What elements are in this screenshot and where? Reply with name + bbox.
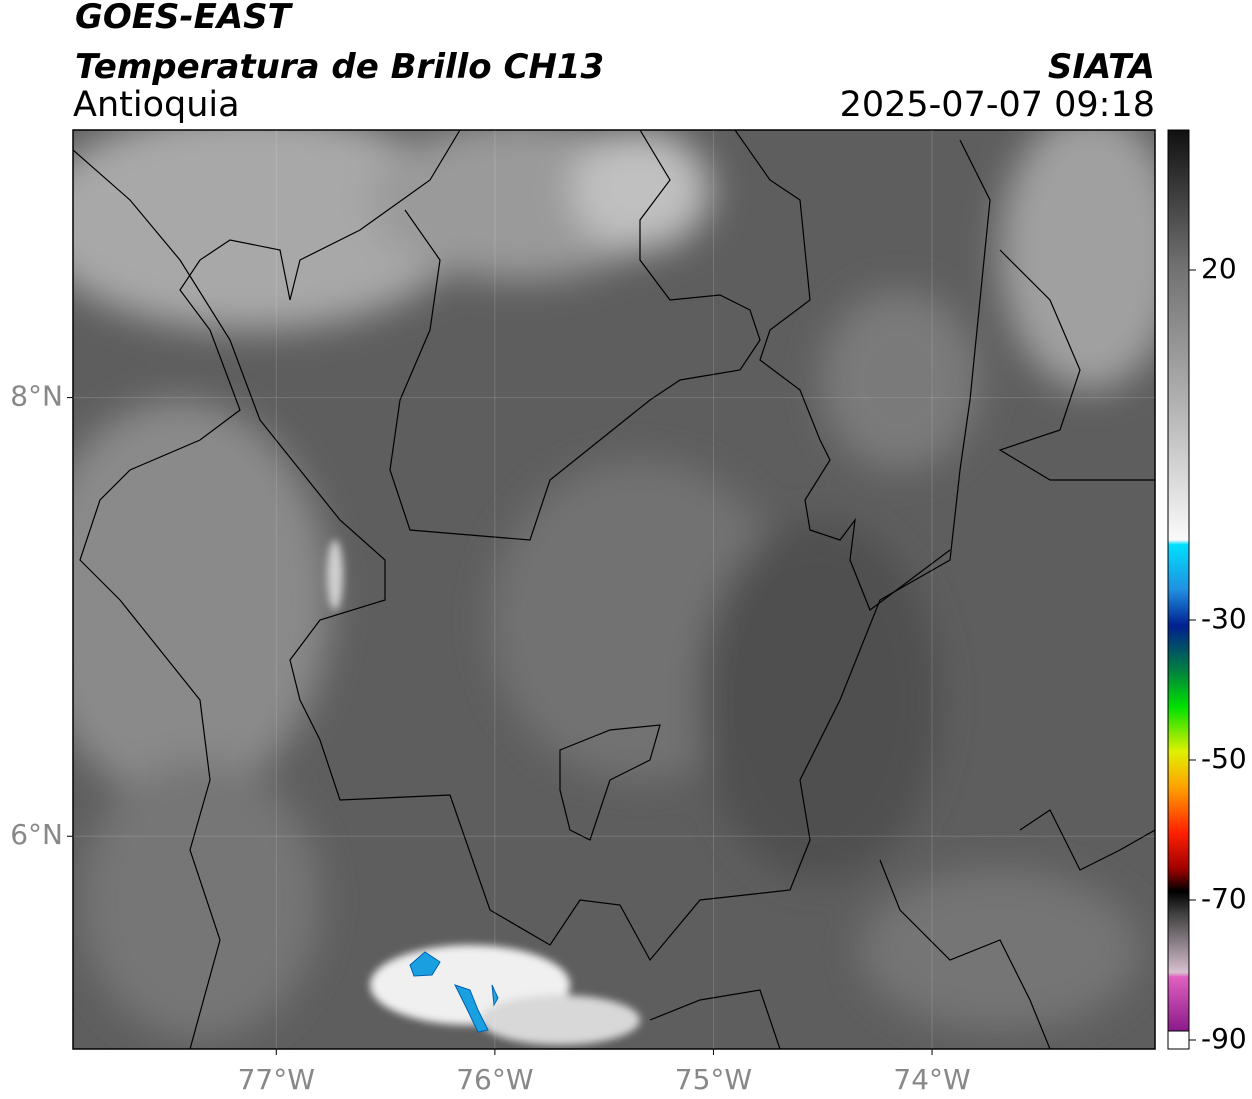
deep-convection [409, 951, 499, 1033]
region-label: Antioquia [73, 85, 240, 125]
x-tick-label: 75°W [675, 1063, 752, 1096]
product-title: Temperatura de Brillo CH13 [75, 47, 604, 87]
datetime-label: 2025-07-07 09:18 [840, 85, 1155, 125]
colorbar-frame [1167, 129, 1190, 1050]
map-frame [72, 129, 1156, 1050]
y-tick-label: 6°N [10, 818, 63, 851]
satellite-title: GOES-EAST [75, 0, 294, 37]
colorbar-tick-label: -30 [1201, 602, 1247, 635]
satellite-image [73, 130, 1155, 1049]
colorbar-under [1167, 1030, 1190, 1050]
colorbar-tick-label: 20 [1201, 252, 1237, 285]
y-tick-label: 8°N [10, 380, 63, 413]
source-label: SIATA [1048, 47, 1155, 87]
cloud-field [73, 130, 1155, 1040]
x-tick-label: 74°W [893, 1063, 970, 1096]
colorbar-gradient [1168, 130, 1189, 1031]
x-tick-label: 77°W [238, 1063, 315, 1096]
x-tick-label: 76°W [456, 1063, 533, 1096]
colorbar-tick-label: -90 [1201, 1022, 1247, 1055]
colorbar-tick-label: -70 [1201, 882, 1247, 915]
colorbar-tick-label: -50 [1201, 742, 1247, 775]
boundaries [73, 130, 1155, 1049]
